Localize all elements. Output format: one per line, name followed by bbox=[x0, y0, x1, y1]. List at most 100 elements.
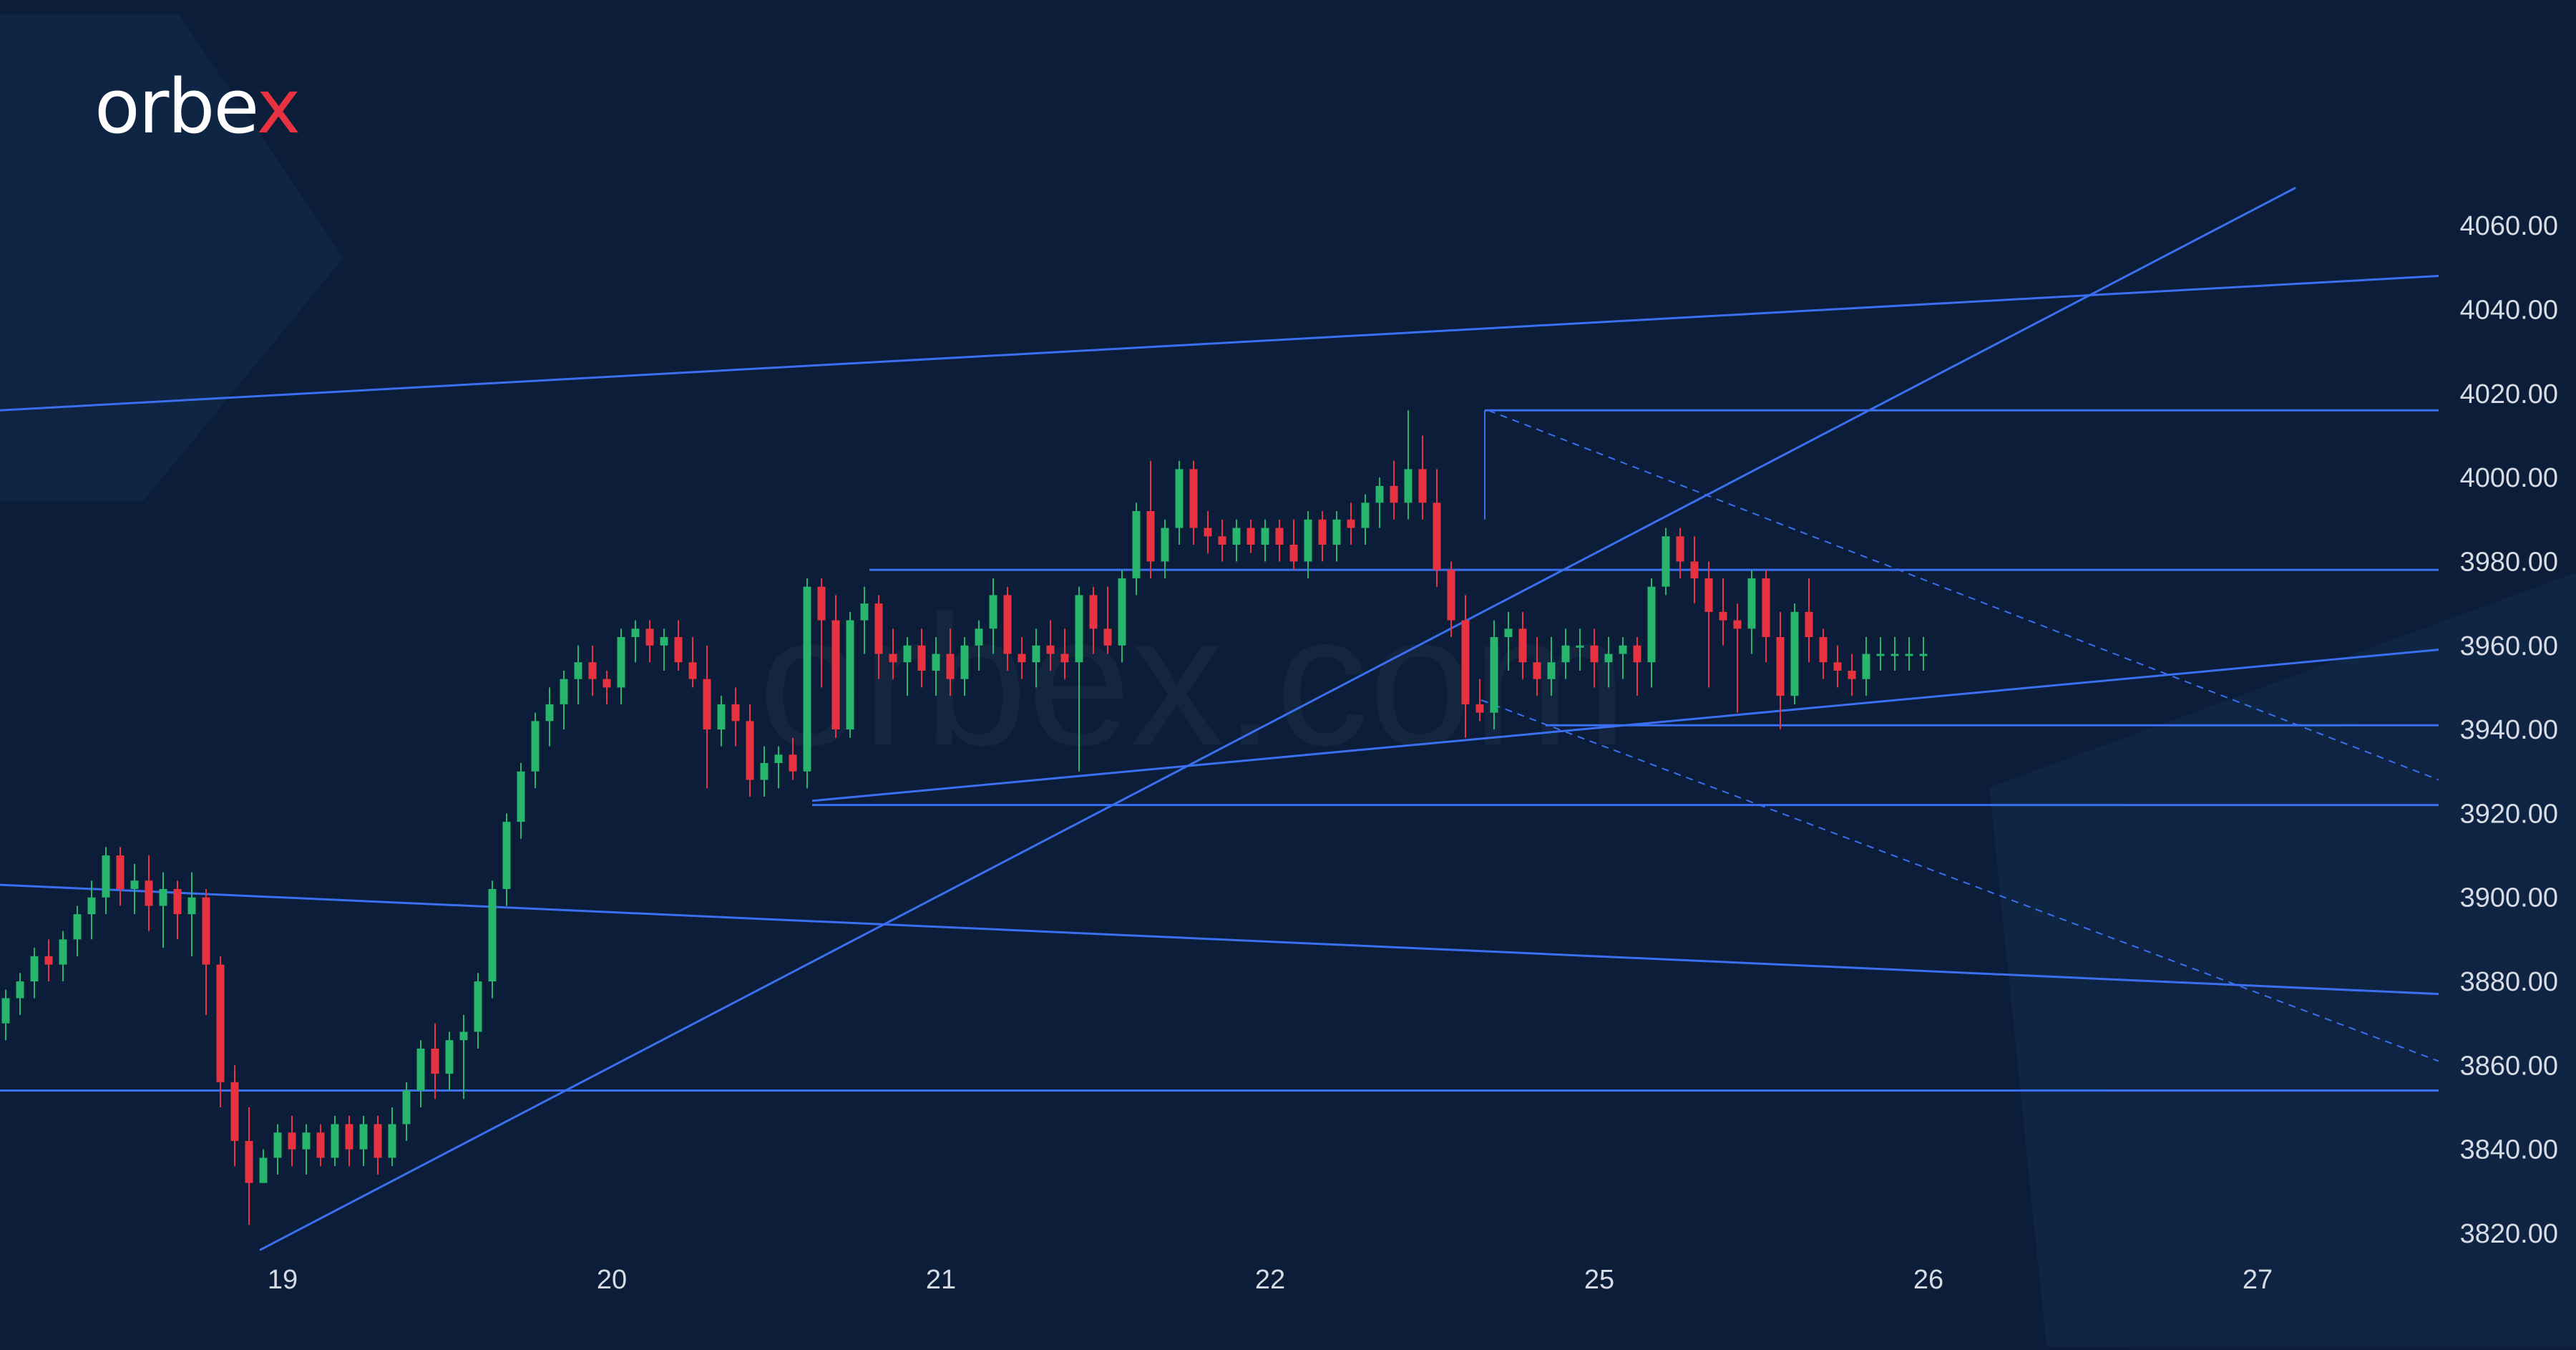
candle-body bbox=[130, 880, 139, 889]
candle-body bbox=[1089, 595, 1098, 629]
candle-body bbox=[1576, 645, 1584, 648]
trendline bbox=[0, 275, 2439, 412]
candle-body bbox=[1747, 578, 1756, 629]
candle-body bbox=[331, 1124, 339, 1158]
candle-body bbox=[1246, 528, 1255, 545]
candle-body bbox=[73, 914, 82, 940]
candle-body bbox=[488, 888, 497, 982]
trendline bbox=[0, 883, 2439, 996]
y-tick-label: 4060.00 bbox=[2460, 211, 2558, 241]
candle-body bbox=[1719, 611, 1727, 621]
candle-body bbox=[230, 1082, 239, 1141]
candle-body bbox=[1905, 654, 1913, 656]
candle-body bbox=[1547, 662, 1556, 679]
candle-body bbox=[359, 1124, 368, 1150]
candle-body bbox=[159, 888, 167, 906]
candle-body bbox=[1447, 570, 1455, 621]
decor-shape-right-inner bbox=[2075, 644, 2576, 1346]
candle-body bbox=[1032, 645, 1040, 663]
candle-body bbox=[1805, 611, 1813, 638]
candle-body bbox=[1304, 519, 1312, 562]
candle-body bbox=[431, 1048, 439, 1074]
candle-body bbox=[1890, 654, 1899, 656]
candle-body bbox=[1347, 519, 1355, 528]
candle-body bbox=[259, 1157, 268, 1183]
candle-body bbox=[374, 1124, 382, 1158]
candle-body bbox=[1075, 595, 1083, 663]
candle-body bbox=[989, 595, 997, 629]
candle-body bbox=[345, 1124, 353, 1150]
candle-body bbox=[187, 897, 196, 915]
candle-body bbox=[1704, 578, 1713, 612]
candle-body bbox=[116, 855, 125, 889]
candle-body bbox=[760, 763, 769, 780]
candle-body bbox=[402, 1090, 411, 1125]
candle-body bbox=[674, 637, 683, 663]
candle-body bbox=[1604, 654, 1613, 663]
candle-body bbox=[817, 586, 826, 621]
candle-body bbox=[1232, 528, 1241, 545]
candle-body bbox=[1318, 519, 1327, 545]
candle-body bbox=[774, 754, 783, 764]
candle-body bbox=[1590, 645, 1599, 663]
y-tick-label: 3980.00 bbox=[2460, 547, 2558, 577]
candle-body bbox=[1690, 561, 1699, 578]
candle-body bbox=[1676, 536, 1684, 562]
candle-body bbox=[946, 654, 955, 679]
trendline-dashed bbox=[1480, 699, 2439, 1062]
candle-body bbox=[1518, 628, 1527, 663]
candle-body bbox=[846, 620, 854, 730]
candle-body bbox=[1046, 645, 1055, 654]
y-tick-label: 3880.00 bbox=[2460, 967, 2558, 997]
x-axis: 19 20 21 22 25 26 27 bbox=[268, 1265, 2273, 1295]
candle-body bbox=[302, 1132, 311, 1150]
candle-body bbox=[1146, 511, 1155, 562]
y-tick-label: 3840.00 bbox=[2460, 1135, 2558, 1165]
trendline bbox=[259, 187, 2296, 1251]
logo-main: orbe bbox=[94, 63, 258, 150]
candle-body bbox=[216, 964, 225, 1082]
candle-body bbox=[87, 897, 96, 915]
x-tick-label: 20 bbox=[597, 1265, 627, 1295]
candle-body bbox=[288, 1132, 296, 1150]
candle-body bbox=[445, 1040, 454, 1074]
trendline-dashed bbox=[1488, 409, 2439, 781]
candle-body bbox=[1876, 654, 1885, 656]
candle-body bbox=[660, 637, 668, 646]
y-tick-label: 4000.00 bbox=[2460, 463, 2558, 493]
candle-body bbox=[1275, 528, 1284, 545]
y-tick-label: 3940.00 bbox=[2460, 715, 2558, 745]
candle-body bbox=[245, 1140, 253, 1183]
candle-body bbox=[1132, 511, 1141, 578]
candle-body bbox=[1504, 628, 1513, 638]
candle-body bbox=[1490, 637, 1498, 713]
x-tick-label: 26 bbox=[1913, 1265, 1943, 1295]
candle-body bbox=[960, 645, 969, 679]
candle-body bbox=[416, 1048, 425, 1091]
y-tick-label: 3900.00 bbox=[2460, 883, 2558, 913]
candle-body bbox=[1161, 528, 1169, 562]
candle-body bbox=[560, 679, 568, 704]
candle-body bbox=[1375, 485, 1384, 503]
candle-body bbox=[717, 704, 726, 730]
candle-body bbox=[173, 888, 182, 915]
candle-body bbox=[1647, 586, 1656, 663]
candle-body bbox=[1418, 469, 1427, 503]
candle-body bbox=[1175, 469, 1184, 528]
x-tick-label: 19 bbox=[268, 1265, 298, 1295]
orbex-logo: orbex bbox=[94, 63, 301, 150]
candle-body bbox=[917, 645, 926, 671]
candle-body bbox=[789, 754, 797, 772]
candle-body bbox=[459, 1031, 468, 1041]
candle-body bbox=[502, 822, 511, 889]
candle-body bbox=[1060, 654, 1069, 663]
candle-body bbox=[874, 603, 883, 654]
candle-body bbox=[531, 721, 540, 772]
candle-body bbox=[1633, 645, 1641, 663]
candle-body bbox=[1118, 578, 1126, 646]
candle-body bbox=[517, 771, 525, 822]
logo-accent: x bbox=[256, 63, 301, 150]
candle-body bbox=[803, 586, 811, 772]
